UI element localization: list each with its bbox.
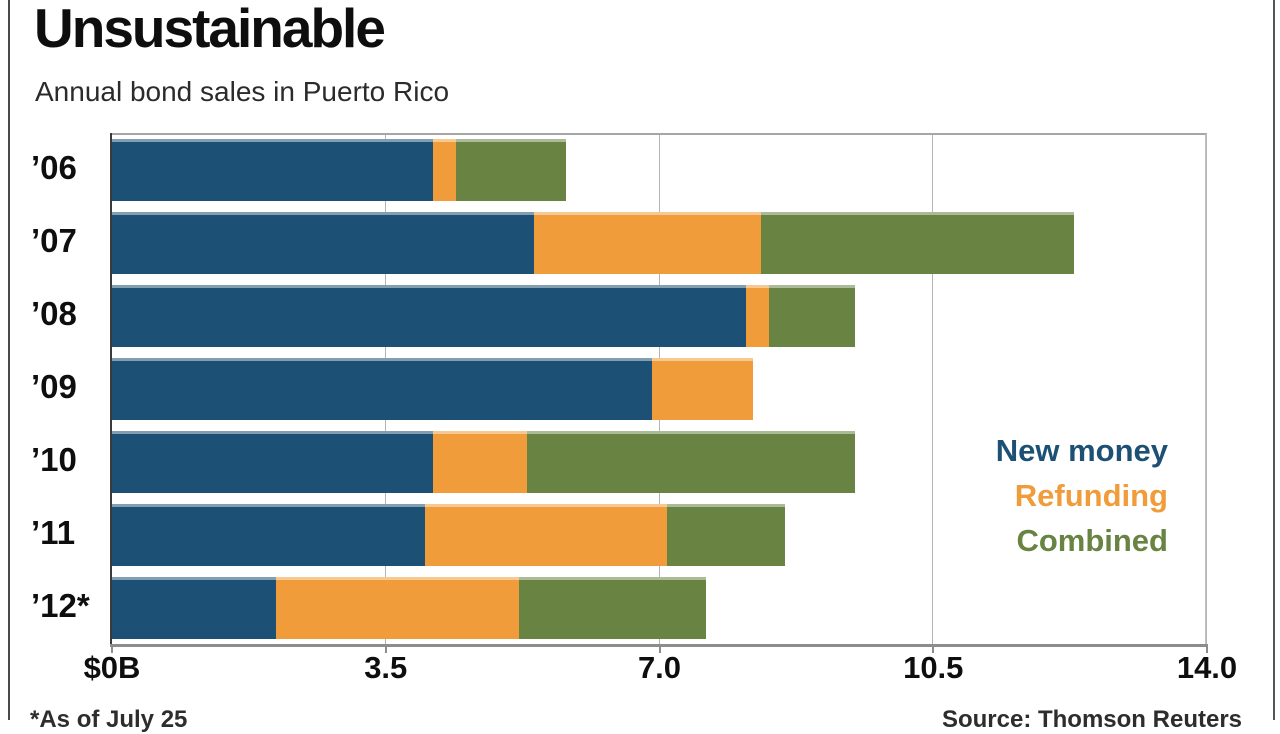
bar-row-09 <box>112 358 1207 420</box>
bar-row-07 <box>112 211 1207 274</box>
bar-segment-combined <box>768 284 856 347</box>
bar-segment-refunding <box>745 284 769 347</box>
bar-segment-new-money <box>112 211 535 274</box>
bar-segment-combined <box>526 431 856 494</box>
x-axis-label-0B: $0B <box>83 650 141 685</box>
footnote: *As of July 25 <box>30 706 188 733</box>
x-axis-line <box>110 644 1208 647</box>
y-axis-label-07: ’07 <box>31 221 77 259</box>
bar-segment-new-money <box>112 138 433 201</box>
x-axis-label-3-5: 3.5 <box>364 650 408 685</box>
gridline-14.0 <box>1206 135 1207 645</box>
x-tick-mark-3-5 <box>384 647 387 653</box>
y-axis-label-06: ’06 <box>31 148 77 186</box>
y-axis-label-11: ’11 <box>31 514 76 552</box>
legend-item-new-money: New money <box>995 433 1168 468</box>
bar-segment-refunding <box>651 358 754 420</box>
bar-segment-combined <box>456 138 566 201</box>
x-tick-mark-7-0 <box>658 647 661 653</box>
x-tick-mark-14-0 <box>1206 647 1208 653</box>
y-axis-label-12: ’12* <box>31 587 90 625</box>
plot-area <box>112 133 1207 645</box>
bar-segment-refunding <box>424 504 668 567</box>
bar-segment-new-money <box>112 284 746 347</box>
legend-item-combined: Combined <box>1016 523 1168 558</box>
x-axis-label-14-0: 14.0 <box>1176 650 1238 685</box>
x-tick-mark-0B <box>111 647 113 653</box>
bar-segment-combined <box>667 504 785 567</box>
bar-row-06 <box>112 138 1207 201</box>
x-axis-label-7-0: 7.0 <box>637 650 682 685</box>
gridline-10.5 <box>932 135 934 645</box>
bar-segment-refunding <box>432 138 457 201</box>
graphic-border-right <box>1273 0 1275 720</box>
bar-segment-combined <box>518 577 707 640</box>
x-tick-mark-10-5 <box>932 647 935 653</box>
bar-segment-refunding <box>276 577 519 640</box>
y-axis-label-10: ’10 <box>31 441 77 479</box>
bar-segment-new-money <box>112 504 425 567</box>
chart-subtitle: Annual bond sales in Puerto Rico <box>35 76 450 107</box>
y-axis-label-09: ’09 <box>31 368 77 405</box>
source-credit: Source: Thomson Reuters <box>941 706 1242 733</box>
chart-legend: New money Refunding Combined <box>996 428 1168 563</box>
bar-segment-new-money <box>112 431 433 494</box>
bar-row-12 <box>112 577 1207 640</box>
legend-item-refunding: Refunding <box>1014 478 1168 513</box>
bar-segment-new-money <box>112 358 652 420</box>
bar-row-08 <box>112 284 1207 347</box>
y-axis-line <box>110 133 112 645</box>
bar-segment-refunding <box>534 211 762 274</box>
bar-segment-refunding <box>432 431 527 494</box>
bar-segment-new-money <box>112 577 277 640</box>
x-axis-label-10-5: 10.5 <box>903 650 964 685</box>
bar-segment-combined <box>761 211 1074 274</box>
bar-row-11 <box>112 504 1207 567</box>
chart-title: Unsustainable <box>34 0 386 59</box>
bar-row-10 <box>112 431 1207 494</box>
y-axis-label-08: ’08 <box>31 294 77 332</box>
graphic-border-left <box>8 0 10 720</box>
